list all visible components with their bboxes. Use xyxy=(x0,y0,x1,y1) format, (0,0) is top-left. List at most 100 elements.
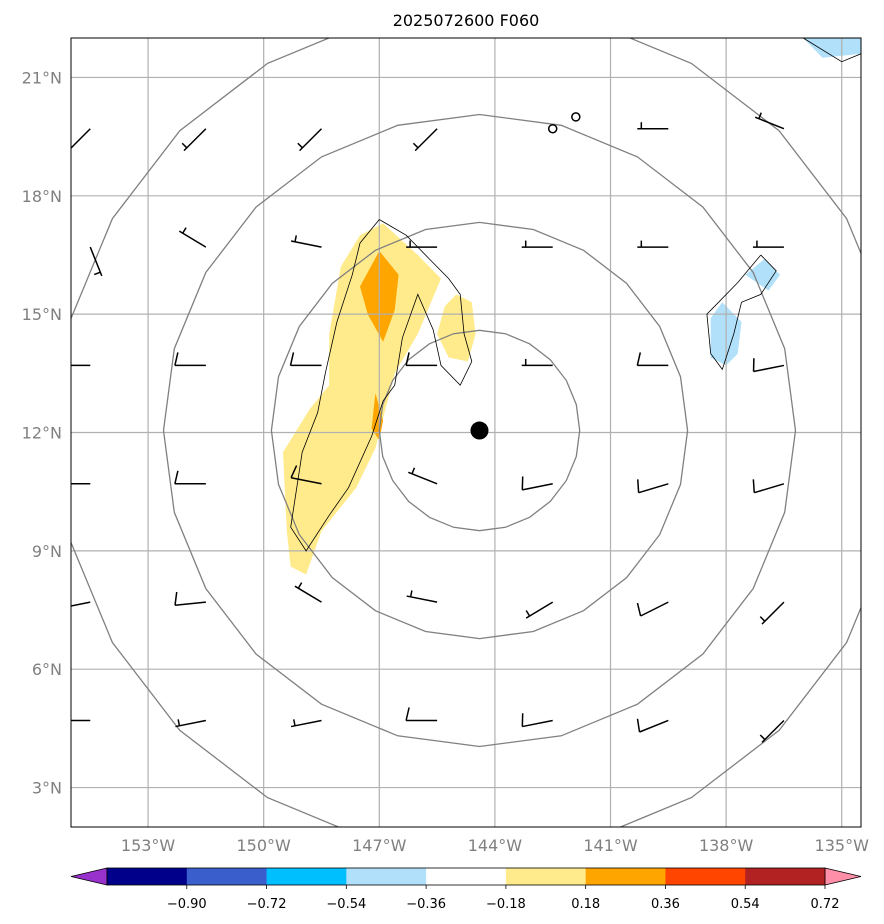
range-circle xyxy=(378,329,581,532)
wind-barb xyxy=(174,470,206,485)
barb-feather-half xyxy=(177,719,181,726)
colorbar-swatch xyxy=(426,868,507,885)
wind-barb xyxy=(752,479,785,494)
barb-feather-half xyxy=(759,616,766,622)
colorbar-swatch xyxy=(266,868,347,885)
colorbar-swatch xyxy=(665,868,746,885)
barb-feather-full xyxy=(637,479,640,493)
wind-barb xyxy=(637,479,669,494)
wind-barbs xyxy=(59,112,785,743)
barb-feather-half xyxy=(297,582,303,589)
colorbar-swatch xyxy=(745,868,826,885)
wind-barb xyxy=(637,122,669,130)
barb-shaft xyxy=(753,364,785,373)
wind-barb xyxy=(290,719,322,728)
barb-feather-half xyxy=(63,601,64,607)
range-circles xyxy=(71,38,861,827)
barb-feather-half xyxy=(293,719,296,726)
wind-barb xyxy=(290,235,322,248)
colorbar-extend-low xyxy=(70,867,108,886)
zero-contour-line xyxy=(802,38,861,63)
barb-shaft xyxy=(406,595,438,603)
zero-contour-line xyxy=(706,254,777,371)
colorbar-swatch xyxy=(346,868,427,885)
wind-barb xyxy=(297,128,323,152)
colorbar-tick-label: 0.72 xyxy=(811,897,840,912)
gridlines xyxy=(71,38,861,827)
latitude-tick-label: 3°N xyxy=(32,779,62,798)
wind-barb xyxy=(637,240,669,248)
latitude-labels: 3°N 6°N 9°N 12°N 15°N 18°N 21°N xyxy=(22,68,62,797)
colorbar: −0.90 −0.72 −0.54 −0.36 −0.18 0.18 0.36 0.54 0.7… xyxy=(70,867,862,912)
barb-shaft xyxy=(174,601,206,606)
latitude-tick-label: 9°N xyxy=(32,542,62,561)
barb-feather-full xyxy=(290,465,298,479)
storm-center-marker xyxy=(470,421,489,440)
wind-barb xyxy=(178,227,207,248)
markers xyxy=(470,112,581,440)
shaded-region-light-blue xyxy=(745,258,781,291)
barb-shaft xyxy=(761,601,785,625)
wind-barb xyxy=(525,601,554,619)
wind-barb xyxy=(405,707,438,722)
colorbar-tick-label: 0.36 xyxy=(651,897,680,912)
barb-feather-half xyxy=(412,142,419,149)
barb-shaft xyxy=(71,601,91,607)
colorbar-tick-label: −0.90 xyxy=(167,897,207,912)
barb-feather-full xyxy=(174,591,178,606)
barb-feather-full xyxy=(636,602,642,617)
wind-barb xyxy=(412,128,438,152)
wind-barb xyxy=(59,471,91,485)
wind-barb xyxy=(71,719,91,722)
barb-feather-full xyxy=(636,352,642,366)
colorbar-tick-label: 0.18 xyxy=(571,897,600,912)
colorbar-swatch xyxy=(505,868,587,885)
longitude-tick-label: 135°W xyxy=(815,836,870,855)
wind-barb xyxy=(71,364,91,367)
barb-feather-half xyxy=(297,142,303,149)
colorbar-tick-label: −0.18 xyxy=(486,897,526,912)
longitude-tick-label: 150°W xyxy=(237,836,292,855)
colorbar-tick-label: −0.36 xyxy=(406,897,446,912)
longitude-tick-label: 141°W xyxy=(583,836,638,855)
barb-shaft xyxy=(754,483,785,494)
colorbar-swatch xyxy=(107,868,188,885)
wind-barb xyxy=(290,465,322,485)
barb-feather-full xyxy=(174,352,179,366)
barb-feather-half xyxy=(93,271,101,276)
range-circle xyxy=(162,113,797,748)
barb-feather-full xyxy=(59,471,62,484)
colorbar-swatch xyxy=(585,868,666,885)
wind-barb xyxy=(181,128,207,152)
shaded-regions xyxy=(283,38,861,575)
wind-barb xyxy=(174,591,206,606)
latitude-tick-label: 18°N xyxy=(22,187,62,206)
wind-barb xyxy=(71,128,91,150)
barb-feather-full xyxy=(289,352,295,366)
wind-barb xyxy=(636,352,669,367)
colorbar-outline xyxy=(106,867,826,886)
wind-barb xyxy=(636,601,669,617)
latitude-tick-label: 12°N xyxy=(22,424,62,443)
latitude-tick-label: 21°N xyxy=(22,68,62,87)
wind-barb xyxy=(174,352,206,367)
barb-feather-half xyxy=(294,235,298,242)
barb-feather-half xyxy=(758,112,762,119)
barb-shaft xyxy=(522,483,553,491)
barb-feather-half xyxy=(411,467,416,475)
wind-barb xyxy=(752,240,784,248)
wind-barb xyxy=(289,352,322,367)
wind-barb xyxy=(759,719,785,743)
latitude-tick-label: 6°N xyxy=(32,660,62,679)
wind-barb xyxy=(521,358,553,367)
wind-barb xyxy=(759,601,785,625)
calm-circle xyxy=(547,123,558,134)
shaded-region-light-blue xyxy=(803,38,861,58)
barb-feather-full xyxy=(174,470,179,484)
wind-barb xyxy=(547,123,558,134)
colorbar-tick-label: −0.72 xyxy=(247,897,287,912)
barb-shaft xyxy=(639,719,669,733)
barb-shaft xyxy=(408,471,438,485)
barb-shaft xyxy=(638,483,669,494)
